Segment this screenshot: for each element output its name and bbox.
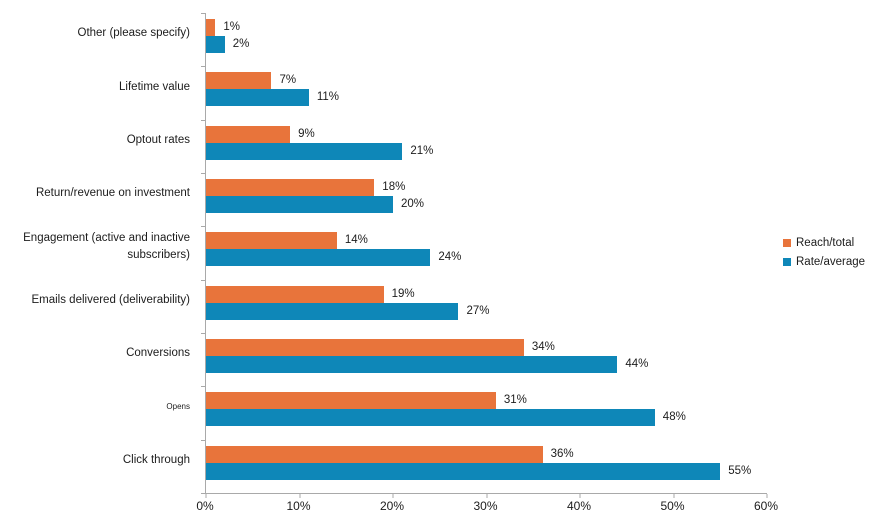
value-label: 44% <box>625 357 649 370</box>
bar-reach-total <box>206 232 337 250</box>
value-label: 31% <box>503 394 527 407</box>
bar-reach-total <box>206 338 524 356</box>
value-label: 20% <box>401 197 425 210</box>
value-label: 48% <box>662 411 686 424</box>
bar-rate-average <box>206 249 431 267</box>
x-axis-labels: 0% 10% 20% 30% 40% 50% 60% <box>196 499 778 515</box>
value-label: 19% <box>391 287 415 300</box>
category-label-return-revenue: Return/revenue on investment <box>35 187 190 200</box>
legend-item-rate-average: Rate/average <box>783 256 865 268</box>
x-tick-label: 60% <box>753 499 779 513</box>
x-tick-label: 0% <box>196 499 214 513</box>
value-label: 21% <box>410 144 434 157</box>
bar-rate-average <box>206 36 225 53</box>
bar-rate-average <box>206 195 393 213</box>
x-tick-label: 10% <box>286 499 311 513</box>
category-label-other: Other (please specify) <box>77 27 191 40</box>
legend-item-reach-total: Reach/total <box>783 237 865 249</box>
value-label: 9% <box>298 127 315 140</box>
legend-swatch-rate-average <box>783 258 791 266</box>
bar-rate-average <box>206 89 309 107</box>
bar-reach-total <box>206 19 216 36</box>
bar-reach-total <box>206 285 384 303</box>
value-label: 27% <box>466 304 490 317</box>
value-label: 34% <box>531 340 555 353</box>
bar-reach-total <box>206 125 291 143</box>
bar-reach-total <box>206 392 496 410</box>
value-label: 36% <box>550 447 574 460</box>
category-row: 31% 48% <box>206 386 767 439</box>
bar-reach-total <box>206 178 375 196</box>
category-label-emails-delivered: Emails delivered (deliverability) <box>31 293 190 306</box>
legend-swatch-reach-total <box>783 239 791 247</box>
category-labels: Other (please specify) Lifetime value Op… <box>0 13 190 493</box>
value-label: 55% <box>728 464 752 477</box>
x-tick-label: 20% <box>379 499 405 513</box>
value-label: 11% <box>316 91 340 104</box>
x-tick-label: 30% <box>473 499 498 513</box>
category-label-lifetime-value: Lifetime value <box>119 80 190 93</box>
category-row: 9% 21% <box>206 120 767 173</box>
x-tick-label: 40% <box>566 499 592 513</box>
category-label-opens: Opens <box>166 402 190 412</box>
plot-area: 1% 2% 7% 11% 9% 21% 18% 20% 14% 24% 19% … <box>201 13 768 498</box>
bar-rate-average <box>206 355 618 373</box>
legend-label: Rate/average <box>796 256 866 268</box>
value-label: 7% <box>279 74 297 87</box>
bar-reach-total <box>206 72 272 90</box>
bar-rows: 1% 2% 7% 11% 9% 21% 18% 20% 14% 24% 19% … <box>206 13 767 493</box>
value-label: 14% <box>344 234 368 247</box>
category-row: 18% 20% <box>206 173 767 226</box>
category-row: 1% 2% <box>206 13 767 66</box>
category-row: 14% 24% <box>206 226 767 279</box>
bar-rate-average <box>206 302 459 320</box>
category-label-engagement: Engagement (active and inactive subscrib… <box>23 232 190 261</box>
legend-label: Reach/total <box>796 237 855 249</box>
value-label: 1% <box>223 21 240 33</box>
bar-rate-average <box>206 462 721 480</box>
category-row: 19% 27% <box>206 280 767 333</box>
bar-rate-average <box>206 409 655 427</box>
category-row: 7% 11% <box>206 66 767 119</box>
category-label-click-through: Click through <box>122 453 190 466</box>
category-label-conversions: Conversions <box>126 347 190 360</box>
bar-rate-average <box>206 142 403 160</box>
category-label-optout-rates: Optout rates <box>126 133 190 146</box>
category-row: 36% 55% <box>206 440 767 493</box>
legend: Reach/total Rate/average <box>783 237 865 268</box>
value-label: 2% <box>232 38 250 50</box>
value-label: 18% <box>382 180 406 193</box>
category-row: 34% 44% <box>206 333 767 386</box>
value-label: 24% <box>438 251 462 264</box>
bar-reach-total <box>206 445 543 463</box>
x-tick-label: 50% <box>660 499 685 513</box>
